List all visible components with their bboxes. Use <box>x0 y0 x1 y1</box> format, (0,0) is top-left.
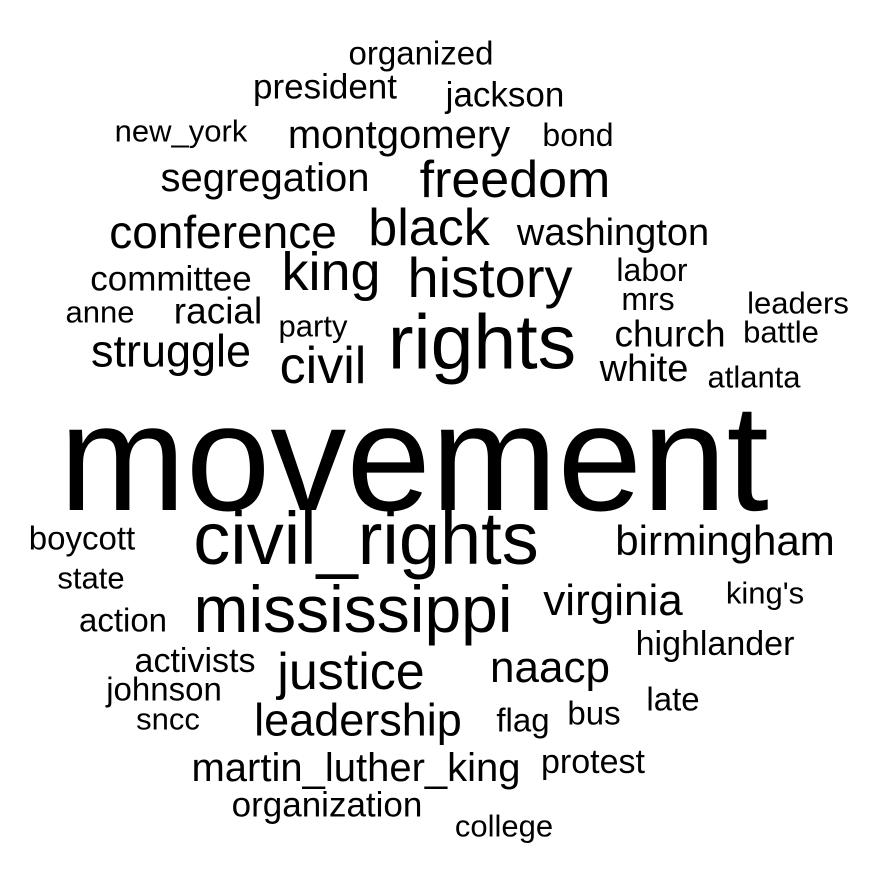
word-sncc: sncc <box>136 701 200 737</box>
word-movement: movement <box>59 373 769 543</box>
word-late: late <box>646 680 700 718</box>
word-birmingham: birmingham <box>615 517 835 564</box>
word-organized: organized <box>348 34 494 72</box>
word-leadership: leadership <box>254 694 462 746</box>
word-atlanta: atlanta <box>707 359 801 395</box>
word-segregation: segregation <box>160 156 370 200</box>
word-highlander: highlander <box>635 625 795 663</box>
word-white: white <box>599 348 689 390</box>
word-battle: battle <box>743 314 819 350</box>
word-anne: anne <box>65 294 135 330</box>
word-president: president <box>253 67 397 107</box>
word-bus: bus <box>567 694 621 732</box>
word-freedom: freedom <box>419 151 611 209</box>
word-committee: committee <box>90 259 252 299</box>
word-naacp: naacp <box>490 643 610 692</box>
word-history: history <box>407 246 573 309</box>
word-civil-rights: civil_rights <box>193 497 539 580</box>
word-action: action <box>78 601 168 639</box>
word-civil: civil <box>279 337 367 395</box>
word-rights: rights <box>387 299 577 386</box>
word-johnson: johnson <box>106 670 222 708</box>
word-leaders: leaders <box>747 285 849 321</box>
word-washington: washington <box>516 212 710 254</box>
word-black: black <box>368 199 490 257</box>
word-organization: organization <box>231 785 423 825</box>
word-bond: bond <box>542 117 614 153</box>
word-labor: labor <box>616 252 688 288</box>
word-king: king <box>281 242 381 302</box>
word-state: state <box>57 560 125 596</box>
word-virginia: virginia <box>543 576 683 625</box>
word-justice: justice <box>277 643 425 701</box>
word-flag: flag <box>496 701 550 739</box>
word-church: church <box>614 313 726 355</box>
word-party: party <box>278 308 348 344</box>
word-college: college <box>454 808 554 844</box>
word-conference: conference <box>109 206 337 258</box>
word-mississippi: mississippi <box>193 572 513 646</box>
word-activists: activists <box>134 642 256 680</box>
word-struggle: struggle <box>90 325 252 377</box>
word-mrs: mrs <box>621 281 675 317</box>
word-martin-luther-king: martin_luther_king <box>191 746 521 790</box>
word-kings: king's <box>725 575 805 611</box>
word-protest: protest <box>541 743 645 781</box>
word-montgomery: montgomery <box>287 113 511 157</box>
word-boycott: boycott <box>28 519 136 557</box>
word-jackson: jackson <box>445 75 565 115</box>
word-new-york: new_york <box>114 113 248 149</box>
word-racial: racial <box>173 290 263 332</box>
